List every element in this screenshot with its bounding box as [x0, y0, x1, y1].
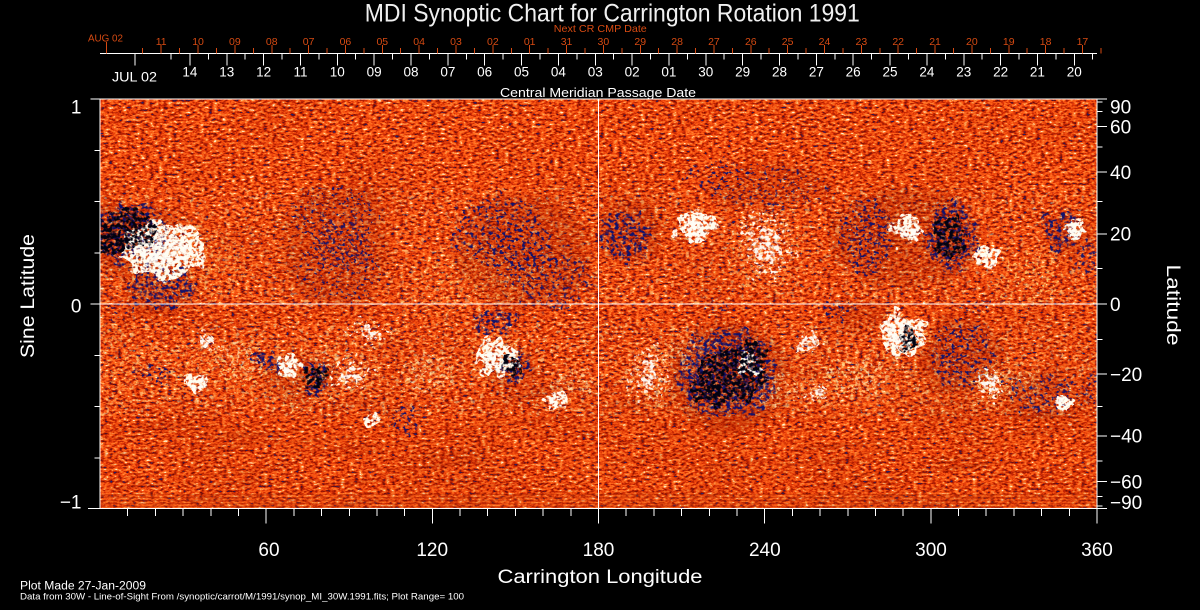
svg-text:29: 29	[634, 36, 646, 48]
svg-text:02: 02	[487, 36, 499, 48]
svg-text:01: 01	[524, 36, 536, 48]
svg-text:28: 28	[671, 36, 683, 48]
svg-text:−40: −40	[1110, 427, 1142, 448]
svg-text:MDI Synoptic Chart for Carring: MDI Synoptic Chart for Carrington Rotati…	[365, 0, 860, 28]
svg-text:−60: −60	[1110, 473, 1142, 494]
svg-text:13: 13	[219, 65, 234, 80]
svg-text:07: 07	[303, 36, 315, 48]
svg-text:23: 23	[856, 36, 868, 48]
svg-text:20: 20	[966, 36, 978, 48]
svg-text:01: 01	[661, 65, 676, 80]
svg-text:−90: −90	[1110, 493, 1142, 514]
svg-text:29: 29	[735, 65, 750, 80]
svg-text:JUL 02: JUL 02	[112, 70, 157, 85]
svg-text:21: 21	[929, 36, 941, 48]
svg-text:1: 1	[71, 98, 82, 119]
svg-text:31: 31	[561, 36, 573, 48]
svg-text:Plot Made 27-Jan-2009: Plot Made 27-Jan-2009	[20, 581, 146, 593]
svg-text:180: 180	[583, 540, 615, 561]
svg-text:17: 17	[1077, 36, 1089, 48]
svg-text:06: 06	[340, 36, 352, 48]
svg-text:Next CR CMP Date: Next CR CMP Date	[554, 23, 647, 35]
svg-text:120: 120	[416, 540, 448, 561]
svg-text:0: 0	[1110, 295, 1121, 316]
svg-text:04: 04	[551, 65, 567, 80]
svg-text:24: 24	[819, 36, 831, 48]
svg-text:30: 30	[698, 65, 713, 80]
svg-text:25: 25	[883, 65, 898, 80]
svg-text:Sine Latitude: Sine Latitude	[18, 234, 39, 358]
svg-text:11: 11	[156, 36, 167, 48]
svg-text:27: 27	[708, 36, 720, 48]
svg-text:03: 03	[588, 65, 603, 80]
svg-text:18: 18	[1040, 36, 1052, 48]
svg-text:0: 0	[71, 297, 82, 318]
svg-text:−1: −1	[60, 493, 82, 514]
svg-text:19: 19	[1003, 36, 1015, 48]
svg-text:20: 20	[1067, 65, 1082, 80]
svg-text:22: 22	[892, 36, 904, 48]
svg-text:25: 25	[782, 36, 794, 48]
svg-text:Data from 30W - Line-of-Sight: Data from 30W - Line-of-Sight From /syno…	[20, 592, 464, 602]
svg-text:240: 240	[749, 540, 781, 561]
svg-text:Latitude: Latitude	[1162, 265, 1183, 346]
svg-text:22: 22	[993, 65, 1008, 80]
svg-text:26: 26	[745, 36, 757, 48]
svg-text:AUG 02: AUG 02	[88, 33, 123, 45]
svg-text:10: 10	[330, 65, 345, 80]
svg-text:300: 300	[915, 540, 947, 561]
svg-text:21: 21	[1030, 65, 1045, 80]
svg-text:20: 20	[1110, 225, 1131, 246]
svg-text:12: 12	[256, 65, 271, 80]
svg-text:08: 08	[266, 36, 278, 48]
svg-text:23: 23	[956, 65, 971, 80]
svg-text:60: 60	[1110, 118, 1131, 139]
svg-text:05: 05	[376, 36, 388, 48]
svg-text:28: 28	[772, 65, 787, 80]
svg-text:30: 30	[598, 36, 610, 48]
svg-text:14: 14	[182, 65, 198, 80]
svg-text:Central Meridian Passage Date: Central Meridian Passage Date	[500, 86, 696, 100]
svg-text:08: 08	[403, 65, 418, 80]
svg-text:06: 06	[477, 65, 492, 80]
svg-text:04: 04	[413, 36, 425, 48]
svg-text:07: 07	[440, 65, 455, 80]
svg-text:10: 10	[192, 36, 204, 48]
svg-text:40: 40	[1110, 163, 1131, 184]
svg-text:27: 27	[809, 65, 824, 80]
svg-text:Carrington Longitude: Carrington Longitude	[498, 567, 703, 588]
svg-text:360: 360	[1081, 540, 1113, 561]
svg-text:09: 09	[229, 36, 241, 48]
svg-text:26: 26	[846, 65, 861, 80]
svg-text:03: 03	[450, 36, 462, 48]
svg-text:90: 90	[1110, 98, 1131, 119]
svg-text:60: 60	[258, 540, 279, 561]
svg-text:11: 11	[293, 65, 307, 80]
svg-text:24: 24	[919, 65, 935, 80]
svg-text:02: 02	[625, 65, 640, 80]
svg-text:−20: −20	[1110, 365, 1142, 386]
svg-text:05: 05	[514, 65, 529, 80]
svg-text:09: 09	[367, 65, 382, 80]
